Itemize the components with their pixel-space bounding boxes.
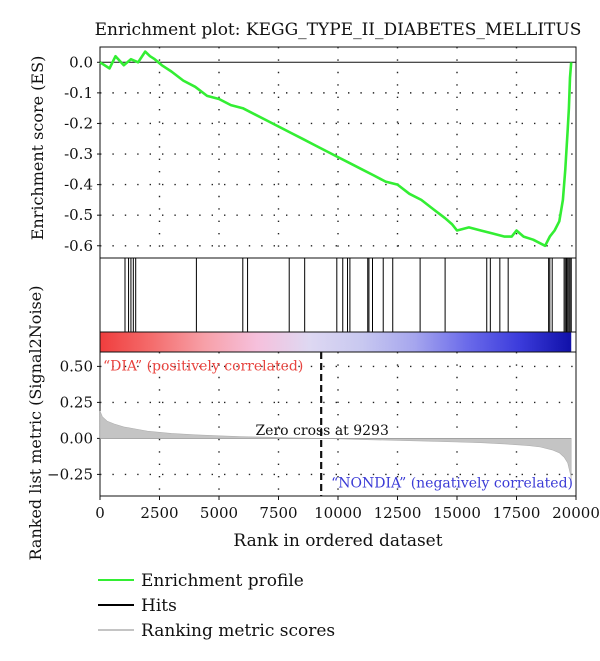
legend-label-hits: Hits (141, 596, 177, 616)
x-axis-label: Rank in ordered dataset (233, 531, 442, 551)
ranking-metric-panel: 0.50 0.25 0.00 −0.25 Zero cross at 9293 “DIA”… (47, 351, 600, 522)
es-y-tick-label: -0.5 (64, 206, 93, 224)
x-tick-label: 5000 (200, 504, 238, 522)
ranking-panel-frame (99, 351, 577, 497)
ranking-y-tick-label: 0.25 (60, 393, 93, 411)
es-y-tick-label: -0.2 (64, 114, 93, 132)
x-tick-label: 0 (95, 504, 105, 522)
negative-correlation-label: “NONDIA” (negatively correlated) (331, 476, 573, 492)
legend: Enrichment profile Hits Ranking metric s… (98, 571, 335, 641)
enrichment-score-panel: 0.0 -0.1 -0.2 -0.3 -0.4 -0.5 -0.6 (64, 46, 577, 259)
x-tick-label: 20000 (552, 504, 600, 522)
es-panel-frame (99, 46, 577, 259)
zero-cross-label: Zero cross at 9293 (255, 423, 388, 439)
x-tick-label: 15000 (433, 504, 481, 522)
hits-panel-frame (99, 257, 577, 333)
ranking-y-tick-label: −0.25 (47, 465, 93, 483)
x-tick-label: 12500 (374, 504, 422, 522)
ranking-y-tick-label: 0.50 (60, 357, 93, 375)
ranking-gradient-bar (100, 332, 572, 352)
es-y-tick-label: 0.0 (69, 53, 93, 71)
enrichment-profile-line (99, 50, 573, 248)
es-y-tick-label: -0.1 (64, 84, 93, 102)
es-y-tick-label: -0.3 (64, 145, 93, 163)
x-tick-label: 7500 (259, 504, 297, 522)
x-tick-label: 10000 (314, 504, 362, 522)
es-y-tick-label: -0.6 (64, 237, 93, 255)
legend-label-ranking-metric-scores: Ranking metric scores (141, 621, 335, 641)
positive-correlation-label: “DIA” (positively correlated) (103, 358, 303, 374)
legend-label-enrichment-profile: Enrichment profile (141, 571, 304, 591)
ranking-metric-area (99, 410, 572, 481)
x-tick-label: 17500 (493, 504, 541, 522)
es-axis-label: Enrichment score (ES) (28, 56, 47, 241)
hits-panel (99, 257, 577, 353)
x-tick-label: 2500 (140, 504, 178, 522)
es-y-tick-label: -0.4 (64, 176, 93, 194)
chart-title: Enrichment plot: KEGG_TYPE_II_DIABETES_M… (95, 20, 582, 40)
ranking-axis-label: Ranked list metric (Signal2Noise) (26, 286, 45, 561)
ranking-y-tick-label: 0.00 (60, 429, 93, 447)
